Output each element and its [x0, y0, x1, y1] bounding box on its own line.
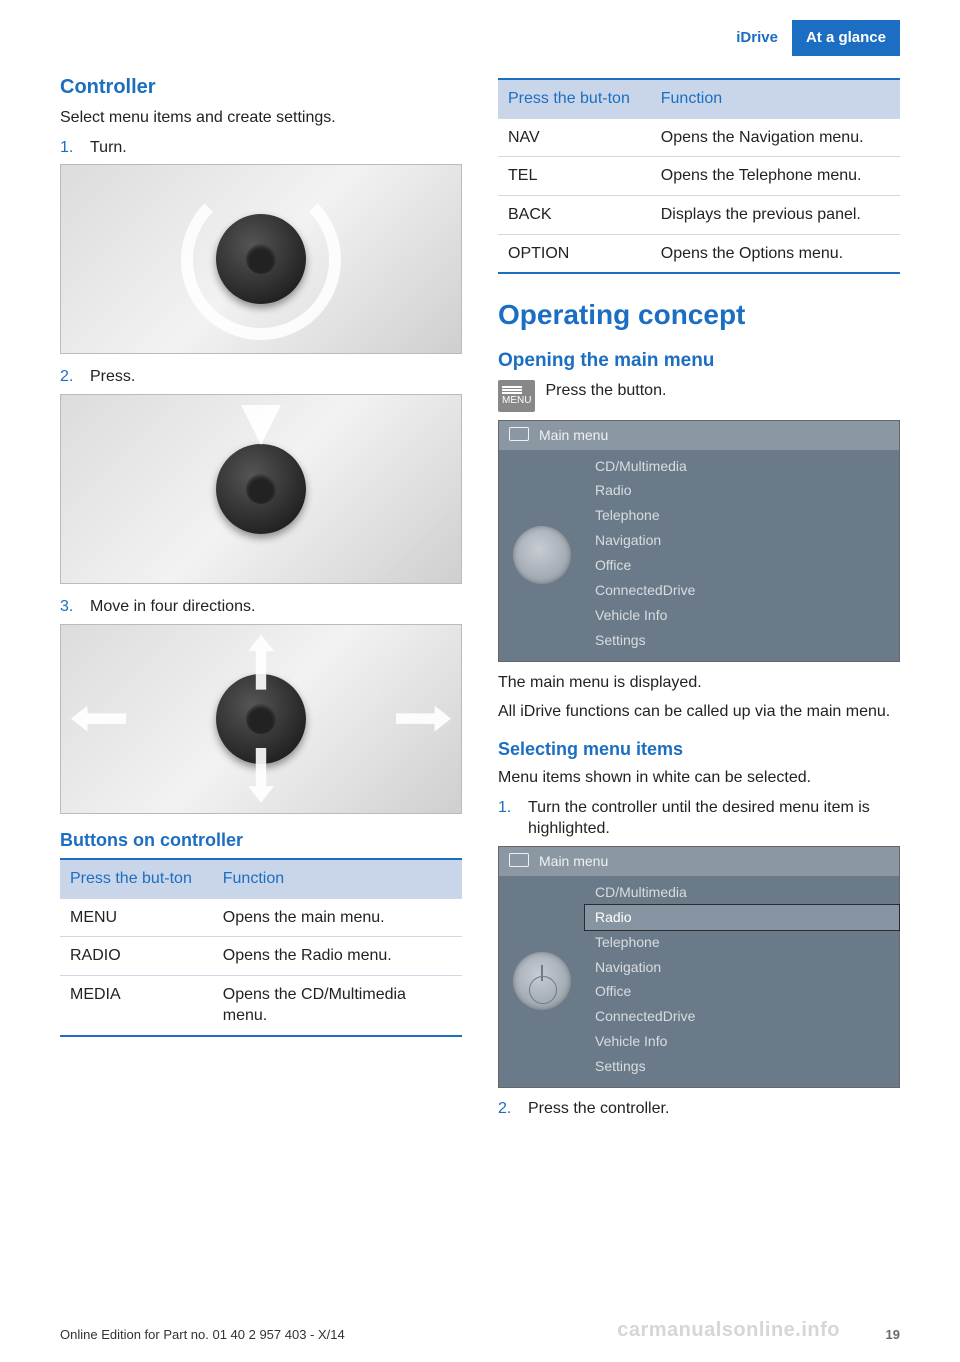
button-fn: Opens the Telephone menu. — [651, 157, 900, 196]
header-section: iDrive — [722, 20, 792, 56]
screen-dial — [499, 450, 585, 661]
figure-turn — [60, 164, 462, 354]
controller-knob-icon — [216, 214, 306, 304]
heading-open-main: Opening the main menu — [498, 348, 900, 374]
step-number: 3. — [60, 596, 80, 618]
table-header: Press the but‐ton — [498, 79, 651, 118]
button-name: MENU — [60, 898, 213, 937]
screen-menu-item: Settings — [585, 628, 899, 653]
right-column: Press the but‐ton Function NAV Opens the… — [498, 74, 900, 1125]
table-header: Press the but‐ton — [60, 859, 213, 898]
heading-operating: Operating concept — [498, 296, 900, 334]
controller-knob-icon — [216, 444, 306, 534]
body-text: Menu items shown in white can be selecte… — [498, 767, 900, 789]
screen-menu-item: Office — [585, 979, 899, 1004]
left-column: Controller Select menu items and create … — [60, 74, 462, 1125]
table-row: MEDIA Opens the CD/Multimedia menu. — [60, 975, 462, 1036]
list-item: 1. Turn the controller until the desired… — [498, 797, 900, 840]
dial-icon — [513, 526, 571, 584]
screen-menu-item: Radio — [585, 478, 899, 503]
screen-dial — [499, 876, 585, 1087]
header-chapter: At a glance — [792, 20, 900, 56]
step-number: 2. — [498, 1098, 518, 1120]
screen-title: Main menu — [499, 847, 899, 876]
screen-menu-item: Office — [585, 553, 899, 578]
body-text: All iDrive functions can be called up vi… — [498, 701, 900, 723]
button-fn: Opens the main menu. — [213, 898, 462, 937]
screen-menu-item: CD/Multimedia — [585, 880, 899, 905]
screen-menu-item: Telephone — [585, 930, 899, 955]
screen-menu-item: ConnectedDrive — [585, 578, 899, 603]
button-name: RADIO — [60, 937, 213, 976]
list-item: 2. Press the controller. — [498, 1098, 900, 1120]
table-header: Function — [213, 859, 462, 898]
table-row: OPTION Opens the Options menu. — [498, 234, 900, 273]
button-fn: Opens the Navigation menu. — [651, 118, 900, 157]
menu-button-icon: MENU — [498, 380, 535, 412]
table-row: RADIO Opens the Radio menu. — [60, 937, 462, 976]
table-row: TEL Opens the Telephone menu. — [498, 157, 900, 196]
page-footer: Online Edition for Part no. 01 40 2 957 … — [0, 1326, 960, 1344]
buttons-table-right: Press the but‐ton Function NAV Opens the… — [498, 78, 900, 274]
step-text: Press. — [90, 366, 135, 388]
screen-list: CD/MultimediaRadioTelephoneNavigationOff… — [585, 876, 899, 1087]
screen-menu-item: CD/Multimedia — [585, 454, 899, 479]
table-header: Function — [651, 79, 900, 118]
step-text: Move in four directions. — [90, 596, 255, 618]
heading-controller: Controller — [60, 74, 462, 101]
table-row: MENU Opens the main menu. — [60, 898, 462, 937]
step-text: Turn. — [90, 137, 127, 159]
button-name: MEDIA — [60, 975, 213, 1036]
step-number: 2. — [60, 366, 80, 388]
press-button-text: Press the button. — [545, 380, 666, 402]
list-item: 1. Turn. — [60, 137, 462, 159]
screen-menu-item: Vehicle Info — [585, 603, 899, 628]
button-name: BACK — [498, 196, 651, 235]
screen-menu-item: Radio — [585, 905, 899, 930]
screen-menu-item: Settings — [585, 1054, 899, 1079]
controller-desc: Select menu items and create settings. — [60, 107, 462, 129]
heading-selecting: Selecting menu items — [498, 737, 900, 761]
heading-buttons: Buttons on controller — [60, 828, 462, 852]
page-header: iDrive At a glance — [60, 20, 900, 56]
screen-title: Main menu — [499, 421, 899, 450]
table-row: NAV Opens the Navigation menu. — [498, 118, 900, 157]
step-number: 1. — [498, 797, 518, 840]
step-text: Press the controller. — [528, 1098, 669, 1120]
dial-antenna-icon — [513, 952, 571, 1010]
body-text: The main menu is displayed. — [498, 672, 900, 694]
button-name: TEL — [498, 157, 651, 196]
figure-press — [60, 394, 462, 584]
left-arrow-icon — [71, 706, 126, 732]
list-item: 3. Move in four directions. — [60, 596, 462, 618]
list-item: 2. Press. — [60, 366, 462, 388]
step-number: 1. — [60, 137, 80, 159]
button-fn: Displays the previous panel. — [651, 196, 900, 235]
idrive-screen-main: Main menu CD/MultimediaRadioTelephoneNav… — [498, 420, 900, 662]
screen-menu-item: Navigation — [585, 528, 899, 553]
menu-button-row: MENU Press the button. — [498, 380, 900, 412]
button-fn: Opens the Radio menu. — [213, 937, 462, 976]
figure-move — [60, 624, 462, 814]
screen-list: CD/MultimediaRadioTelephoneNavigationOff… — [585, 450, 899, 661]
button-name: NAV — [498, 118, 651, 157]
buttons-table-left: Press the but‐ton Function MENU Opens th… — [60, 858, 462, 1037]
idrive-screen-select: Main menu CD/MultimediaRadioTelephoneNav… — [498, 846, 900, 1088]
screen-menu-item: Navigation — [585, 955, 899, 980]
table-row: BACK Displays the previous panel. — [498, 196, 900, 235]
screen-menu-item: Telephone — [585, 503, 899, 528]
button-fn: Opens the CD/Multimedia menu. — [213, 975, 462, 1036]
screen-menu-item: Vehicle Info — [585, 1029, 899, 1054]
footer-edition: Online Edition for Part no. 01 40 2 957 … — [60, 1326, 345, 1344]
press-arrow-icon — [241, 405, 281, 445]
right-arrow-icon — [396, 706, 451, 732]
screen-menu-item: ConnectedDrive — [585, 1004, 899, 1029]
button-fn: Opens the Options menu. — [651, 234, 900, 273]
page-number: 19 — [886, 1326, 900, 1344]
step-text: Turn the controller until the desired me… — [528, 797, 900, 840]
button-name: OPTION — [498, 234, 651, 273]
